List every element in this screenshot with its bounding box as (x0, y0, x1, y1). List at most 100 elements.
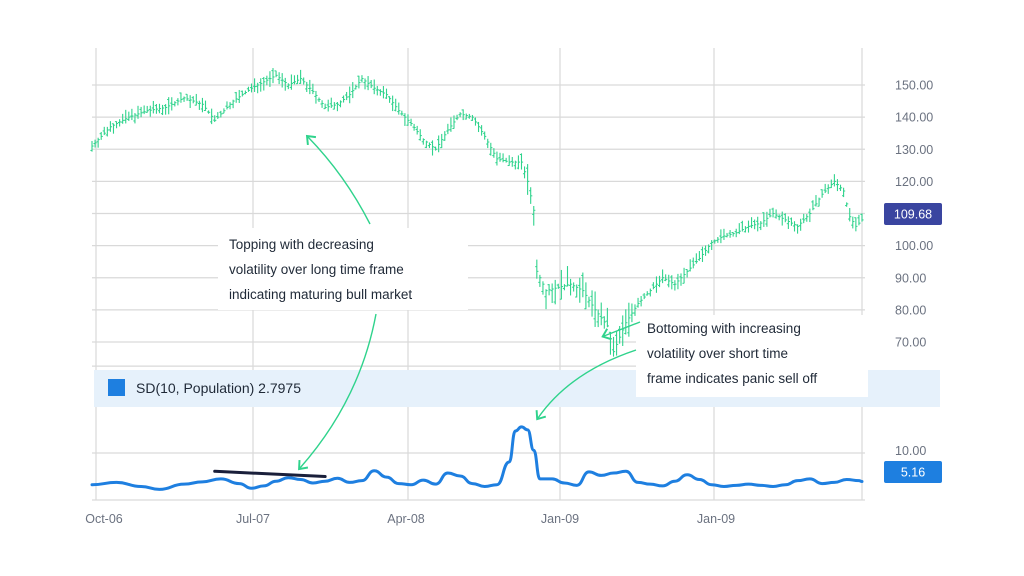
arrow-bottoming-up (601, 321, 641, 341)
price-bar (572, 282, 576, 292)
price-bar (102, 126, 106, 136)
price-bar (845, 202, 849, 207)
price-bar (657, 275, 662, 288)
price-bar (259, 78, 263, 92)
price-bar (679, 273, 683, 286)
price-bar (627, 302, 631, 337)
price-bar (191, 96, 195, 104)
price-bar (406, 114, 410, 126)
price-bar (302, 77, 306, 85)
price-bar (722, 228, 726, 240)
price-bar (783, 213, 787, 223)
price-bar (584, 282, 588, 310)
price-bar (96, 137, 100, 148)
price-bar (621, 315, 625, 346)
x-tick-label: Oct-06 (85, 512, 123, 526)
price-bar (133, 113, 137, 124)
price-bar (817, 197, 821, 207)
price-y-tick: 120.00 (895, 175, 933, 189)
price-bar (400, 110, 404, 116)
price-bar (529, 187, 533, 204)
price-badge-label: 109.68 (894, 208, 932, 222)
price-bar (838, 184, 843, 191)
x-tick-label: Jan-09 (541, 512, 579, 526)
price-bar (556, 283, 560, 289)
price-bar (550, 283, 554, 304)
price-bar (504, 157, 508, 163)
price-bar (599, 302, 603, 326)
price-bar (826, 184, 830, 194)
price-bar (228, 102, 232, 110)
price-bar (378, 89, 382, 96)
price-bar (575, 284, 579, 298)
annotation-topping: Topping with decreasing volatility over … (218, 228, 468, 310)
price-bar (222, 108, 226, 114)
price-bar (452, 115, 456, 130)
price-bar (676, 273, 680, 290)
price-bar (848, 208, 852, 222)
price-bar (538, 274, 542, 287)
price-bar (660, 269, 665, 284)
price-bar (777, 214, 781, 221)
price-bar (636, 297, 640, 308)
price-bar (108, 121, 113, 132)
price-bar (719, 229, 723, 244)
price-bar (710, 240, 714, 250)
price-bar (553, 279, 557, 305)
price-bar (832, 174, 836, 187)
price-bar (749, 217, 754, 229)
price-bar (737, 223, 741, 235)
price-bar (799, 218, 803, 231)
x-tick-label: Apr-08 (387, 512, 425, 526)
price-bar (375, 85, 379, 96)
price-bar (789, 217, 794, 226)
price-bar (167, 97, 171, 115)
price-bar (372, 79, 376, 95)
price-bar (526, 164, 530, 195)
annotation-topping-line-2: volatility over long time frame (229, 262, 404, 277)
price-bar (124, 109, 128, 124)
price-bar (111, 123, 116, 134)
price-bar (446, 123, 450, 135)
price-bar (593, 291, 597, 327)
price-bar (728, 230, 732, 238)
price-bar (519, 153, 524, 170)
price-bar (354, 84, 358, 90)
sd-last-value-badge: 5.16 (884, 461, 942, 483)
price-bar (176, 98, 180, 106)
price-bar (151, 100, 155, 114)
price-last-value-badge: 109.68 (884, 203, 942, 225)
price-bar (157, 103, 162, 114)
price-bar (811, 200, 815, 211)
price-bar (795, 224, 800, 234)
price-bar (160, 104, 165, 116)
price-bar (483, 131, 487, 140)
annotation-bottoming: Bottoming with increasing volatility ove… (636, 315, 868, 397)
price-bar (394, 98, 398, 112)
price-bar (384, 88, 389, 99)
price-bar (602, 316, 606, 329)
price-bar (449, 117, 453, 132)
price-bar (731, 232, 735, 237)
price-bar (99, 131, 103, 140)
price-bar (753, 219, 757, 230)
price-bar (516, 155, 521, 170)
price-bar (118, 119, 122, 127)
price-bar (645, 291, 649, 296)
price-bar (369, 80, 373, 89)
sd-badge-label: 5.16 (901, 466, 925, 480)
price-bar (433, 146, 438, 151)
price-bar (277, 72, 281, 85)
price-y-tick: 130.00 (895, 143, 933, 157)
price-bar (286, 83, 290, 90)
price-bar (581, 272, 585, 298)
price-bar (513, 160, 517, 170)
price-bar (430, 140, 435, 156)
price-bar (240, 90, 244, 97)
price-y-tick: 90.00 (895, 271, 926, 285)
price-bar (480, 125, 484, 136)
price-bar (219, 110, 223, 118)
price-bar (170, 97, 174, 111)
price-bar (329, 97, 333, 108)
